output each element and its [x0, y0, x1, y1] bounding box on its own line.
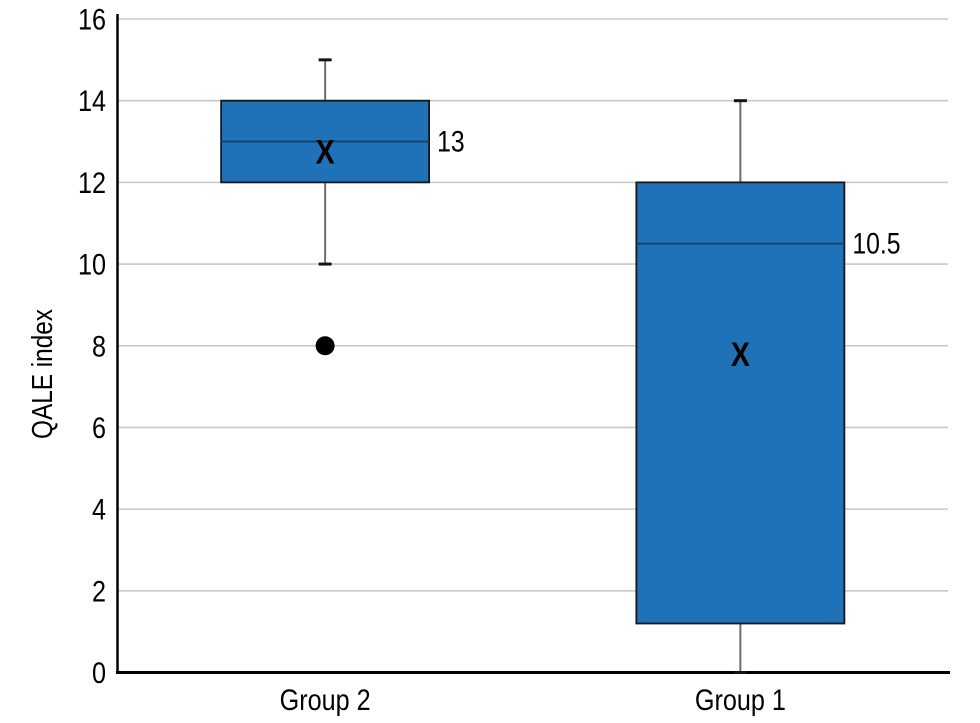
box-group-1: [635, 181, 846, 625]
y-tick-label: 0: [92, 656, 106, 690]
x-category-label: Group 2: [280, 683, 371, 717]
y-tick-label: 4: [92, 493, 106, 527]
y-tick-label: 6: [92, 411, 106, 445]
mean-marker: X: [731, 336, 750, 374]
x-category-label: Group 1: [695, 683, 786, 717]
y-tick-label: 2: [92, 574, 106, 608]
median-value-label: 13: [437, 124, 465, 158]
y-tick-label: 16: [78, 2, 106, 36]
median-value-label: 10.5: [852, 227, 900, 261]
y-tick-label: 12: [78, 166, 106, 200]
mean-marker: X: [316, 133, 335, 171]
y-tick-label: 8: [92, 329, 106, 363]
outlier-point: [315, 336, 335, 356]
y-tick-label: 14: [78, 84, 106, 118]
y-axis-title: QALE index: [26, 308, 58, 438]
y-tick-label: 10: [78, 247, 106, 281]
